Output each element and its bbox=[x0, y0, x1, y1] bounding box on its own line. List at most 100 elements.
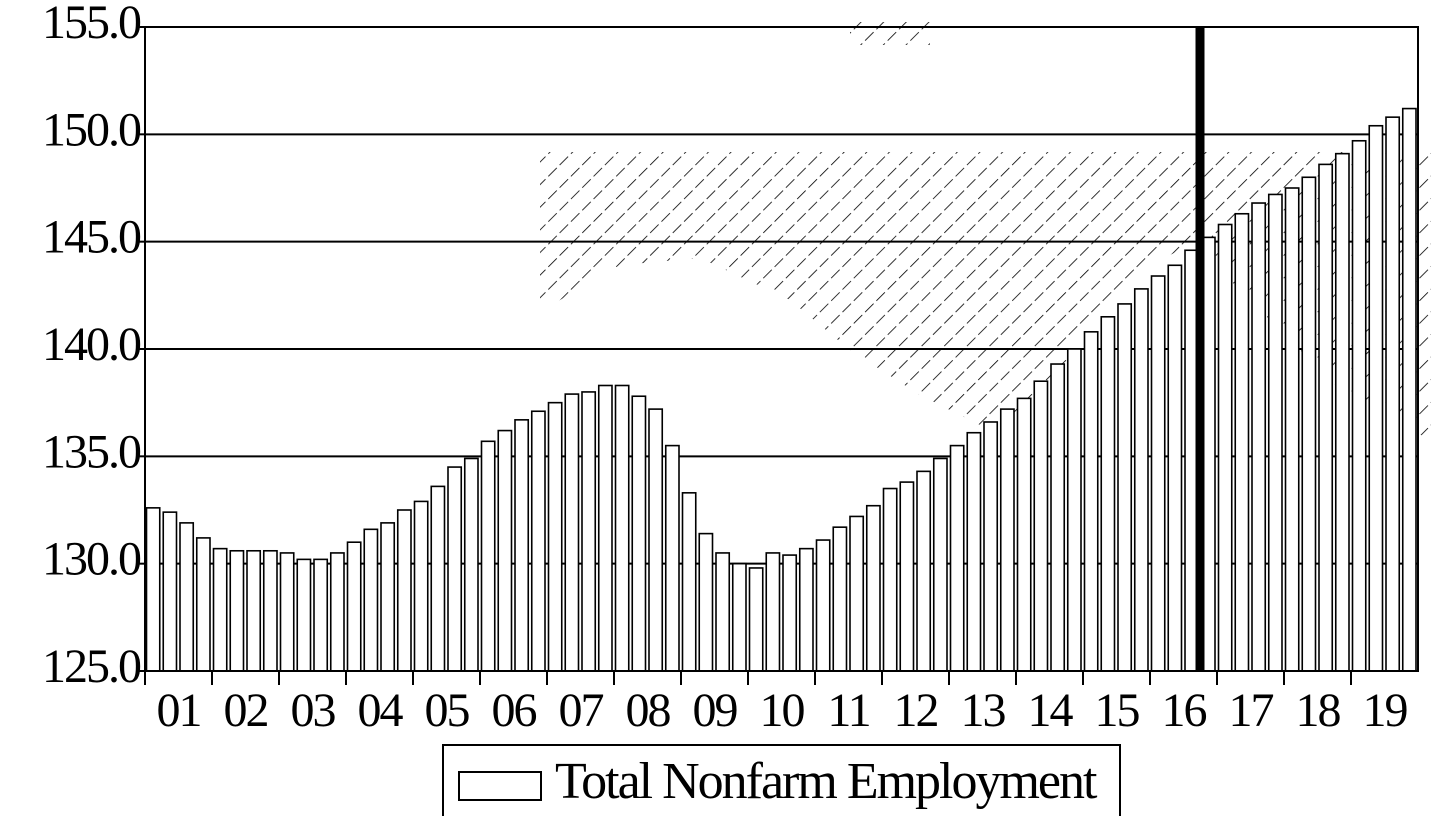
bar bbox=[631, 395, 647, 672]
legend-box bbox=[442, 744, 1121, 816]
x-tick-label: 13 bbox=[961, 684, 1006, 737]
bar bbox=[614, 384, 630, 672]
bar bbox=[1100, 315, 1116, 672]
bar bbox=[346, 541, 362, 672]
bar bbox=[1267, 193, 1283, 672]
x-tick-label: 09 bbox=[693, 684, 738, 737]
x-tick-label: 01 bbox=[157, 684, 201, 737]
bar bbox=[1117, 303, 1133, 672]
bar bbox=[396, 509, 412, 672]
x-tick-label: 05 bbox=[425, 684, 470, 737]
bar bbox=[1133, 288, 1149, 672]
bar bbox=[1351, 139, 1367, 672]
bar bbox=[363, 528, 379, 672]
bar bbox=[530, 410, 546, 672]
bar bbox=[212, 547, 228, 672]
bar bbox=[246, 549, 262, 672]
bar bbox=[463, 457, 479, 672]
bar bbox=[179, 522, 195, 672]
bar bbox=[162, 511, 178, 672]
bar bbox=[1167, 264, 1183, 672]
legend-swatch bbox=[458, 771, 542, 801]
bar bbox=[865, 504, 881, 672]
bar bbox=[195, 537, 211, 672]
bar bbox=[916, 470, 932, 672]
bar bbox=[782, 554, 798, 672]
bar bbox=[1318, 163, 1334, 672]
x-tick-label: 02 bbox=[224, 684, 268, 737]
legend-label: Total Nonfarm Employment bbox=[555, 753, 1098, 810]
bar bbox=[983, 421, 999, 672]
bar bbox=[815, 539, 831, 672]
y-tick-label: 140.0 bbox=[42, 318, 141, 371]
x-tick-label: 04 bbox=[358, 684, 404, 737]
bar bbox=[748, 567, 764, 672]
bar bbox=[1401, 107, 1417, 672]
x-tick-label: 16 bbox=[1162, 684, 1207, 737]
bar bbox=[1050, 363, 1066, 672]
bar bbox=[1385, 116, 1401, 672]
y-tick-label: 130.0 bbox=[42, 533, 141, 586]
plot: 125.0 130.0 135.0 140.0 145.0 150.0 155.0 01 02 0… bbox=[42, 0, 1418, 737]
bar bbox=[1284, 187, 1300, 672]
bar bbox=[1150, 275, 1166, 672]
bar bbox=[765, 552, 781, 672]
x-tick-label: 19 bbox=[1363, 684, 1408, 737]
bar bbox=[932, 457, 948, 672]
x-tick-label: 03 bbox=[291, 684, 336, 737]
bar bbox=[698, 532, 714, 672]
y-tick-label: 155.0 bbox=[42, 0, 141, 49]
x-tick-label: 07 bbox=[559, 684, 604, 737]
y-tick-label: 150.0 bbox=[42, 103, 141, 156]
legend: Total Nonfarm Employment bbox=[442, 744, 1121, 816]
bar bbox=[798, 547, 814, 672]
bar bbox=[1334, 152, 1350, 672]
bar bbox=[313, 558, 329, 672]
bar bbox=[832, 526, 848, 672]
bar bbox=[262, 549, 278, 672]
x-tick-label: 10 bbox=[760, 684, 805, 737]
bar bbox=[1217, 223, 1233, 672]
bar bbox=[547, 401, 563, 672]
bar bbox=[966, 431, 982, 672]
x-tick-label: 15 bbox=[1095, 684, 1140, 737]
bar bbox=[296, 558, 312, 672]
bar bbox=[731, 562, 747, 672]
x-tick-label: 11 bbox=[827, 684, 869, 737]
bar bbox=[1016, 397, 1032, 672]
bar bbox=[899, 481, 915, 672]
bar bbox=[597, 384, 613, 672]
bar bbox=[1083, 331, 1099, 672]
x-tick-label: 06 bbox=[492, 684, 537, 737]
bar bbox=[648, 408, 664, 672]
x-tick-label: 18 bbox=[1296, 684, 1341, 737]
y-tick-label: 125.0 bbox=[42, 640, 141, 693]
bar bbox=[564, 393, 580, 672]
bar bbox=[999, 408, 1015, 672]
x-tick-label: 08 bbox=[626, 684, 671, 737]
bar bbox=[145, 507, 161, 672]
bar bbox=[447, 466, 463, 672]
x-tick-label: 17 bbox=[1229, 684, 1274, 737]
bar bbox=[413, 500, 429, 672]
bar bbox=[664, 444, 680, 672]
x-tick-label: 12 bbox=[894, 684, 938, 737]
bar bbox=[1033, 380, 1049, 672]
y-tick-label: 135.0 bbox=[42, 425, 141, 478]
bar bbox=[229, 549, 245, 672]
bar bbox=[681, 492, 697, 672]
bar bbox=[849, 515, 865, 672]
bar bbox=[279, 552, 295, 672]
bar bbox=[430, 485, 446, 672]
bar bbox=[949, 444, 965, 672]
bar bbox=[1066, 348, 1082, 672]
x-tick-label: 14 bbox=[1028, 684, 1074, 737]
y-tick-label: 145.0 bbox=[42, 211, 141, 264]
bar bbox=[497, 429, 513, 672]
bar bbox=[882, 487, 898, 672]
bar bbox=[581, 391, 597, 672]
bar bbox=[1368, 124, 1384, 672]
bar bbox=[1301, 176, 1317, 672]
bar bbox=[1251, 202, 1267, 672]
